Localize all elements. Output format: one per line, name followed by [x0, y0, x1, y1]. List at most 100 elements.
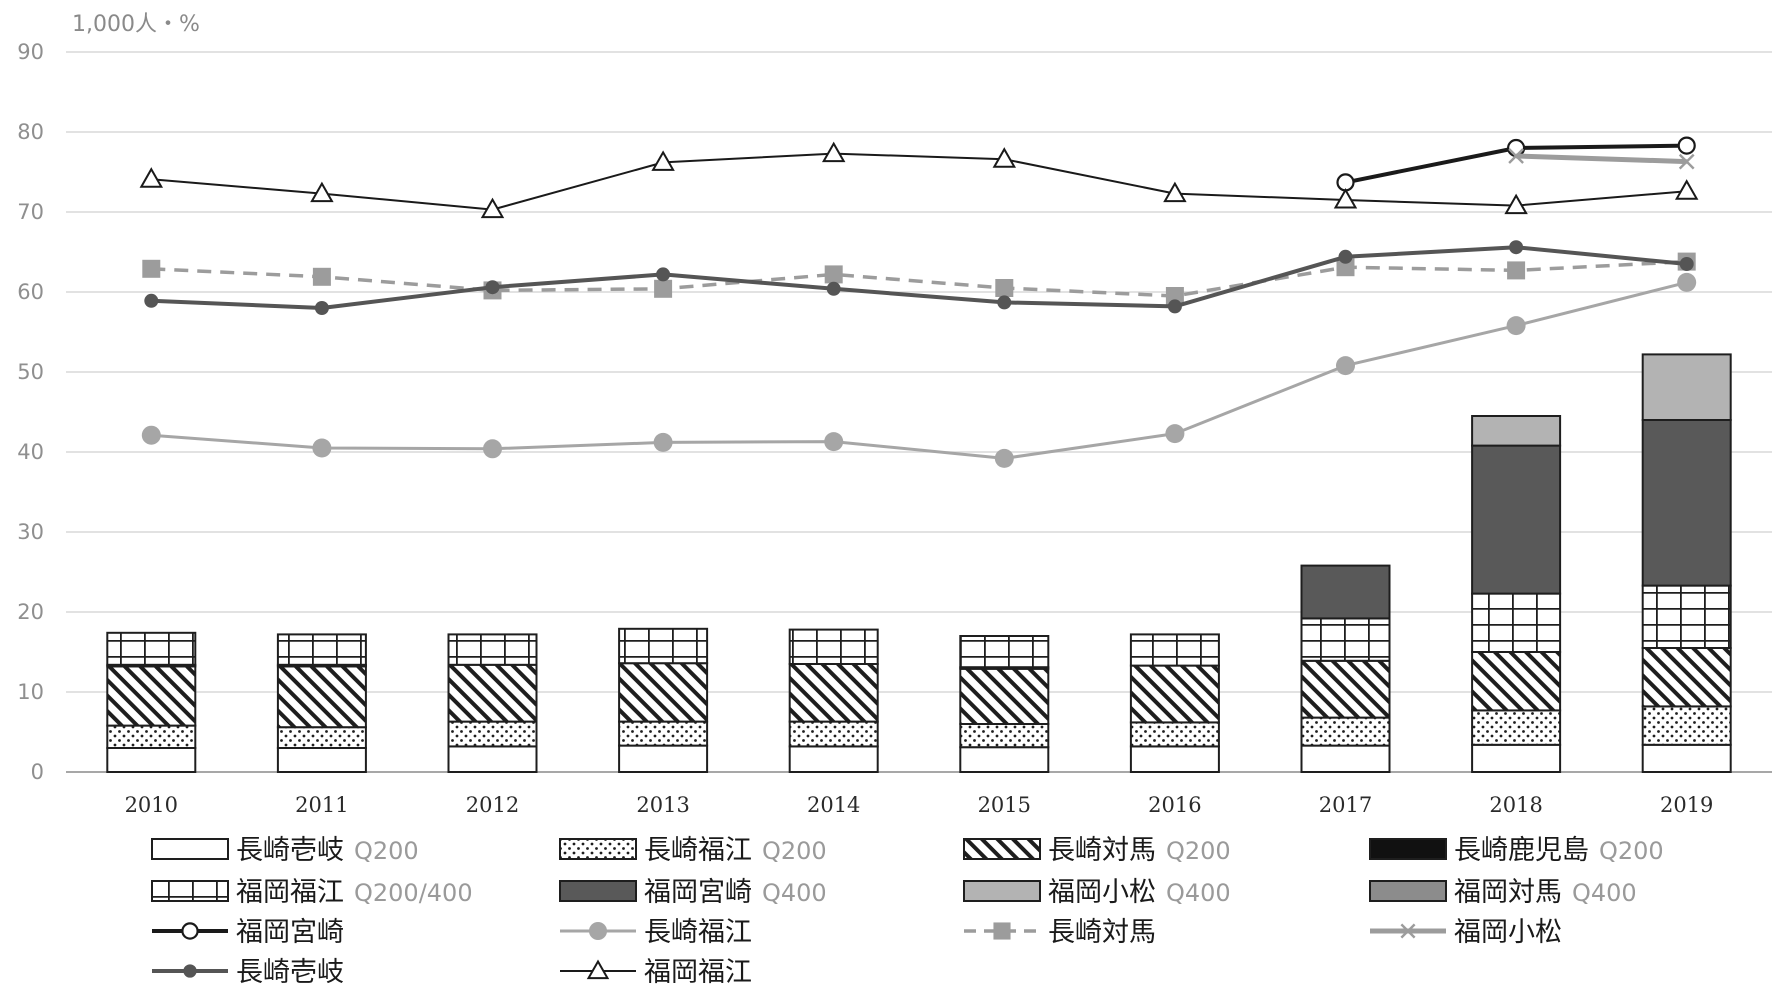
line-point: [144, 293, 159, 308]
line-point: [1677, 272, 1697, 292]
bar-segment: [1641, 353, 1732, 421]
bar-segment: [276, 633, 367, 666]
legend-label: 福岡宮崎: [236, 917, 344, 948]
bar-segment: [106, 747, 197, 773]
bar-segment: [106, 631, 197, 666]
legend-swatch: [963, 880, 1041, 902]
legend-capacity: Q200: [354, 837, 419, 865]
x-tick-label: 2017: [1319, 793, 1372, 817]
legend-capacity: Q200/400: [354, 879, 473, 907]
y-tick-label: 0: [31, 760, 44, 784]
legend-capacity: Q200: [762, 837, 827, 865]
bar-segment: [1129, 664, 1220, 724]
legend-capacity: Q200: [1166, 837, 1231, 865]
y-tick-label: 30: [17, 520, 44, 544]
legend-marker: [181, 922, 199, 940]
bar-segment: [1471, 444, 1562, 595]
line-point: [1509, 240, 1524, 255]
y-tick-label: 10: [17, 680, 44, 704]
legend-label: 福岡福江 Q200/400: [236, 877, 473, 908]
line-point: [821, 141, 846, 163]
line-point: [1163, 181, 1187, 203]
bar-segment: [1129, 721, 1220, 748]
legend-capacity: Q200: [1599, 837, 1664, 865]
legend-label: 長崎対馬: [1048, 917, 1156, 948]
line-point: [314, 301, 329, 315]
line-point: [142, 259, 161, 278]
line-point: [1338, 249, 1353, 264]
x-tick-label: 2011: [295, 793, 348, 817]
series-line: [151, 245, 1687, 310]
bar-segment: [1641, 584, 1732, 649]
legend-label: 福岡対馬 Q400: [1454, 877, 1637, 908]
bar-segment: [1641, 705, 1732, 746]
bar-segment: [1300, 716, 1391, 747]
y-tick-label: 60: [17, 280, 44, 304]
line-point: [824, 432, 844, 452]
x-tick-label: 2013: [636, 793, 689, 817]
bar-segment: [618, 662, 709, 723]
bar-segment: [1300, 564, 1391, 620]
x-tick-label: 2014: [807, 793, 860, 817]
legend-capacity: Q400: [1166, 879, 1231, 907]
line-point: [1333, 187, 1358, 209]
bar-segment: [1471, 743, 1562, 773]
bar-segment: [788, 663, 879, 723]
bar-segment: [1641, 647, 1732, 708]
y-tick-label: 40: [17, 440, 44, 464]
line-point: [312, 438, 332, 458]
bar-segment: [447, 720, 538, 748]
legend-label: 長崎福江: [644, 917, 752, 948]
y-tick-label: 90: [17, 40, 44, 64]
line-point: [1165, 287, 1184, 305]
legend-swatch: [1369, 838, 1447, 860]
line-point: [651, 150, 675, 171]
line-point: [995, 279, 1014, 297]
legend-marker: [588, 921, 608, 941]
line-point: [1167, 299, 1182, 314]
bar-segment: [1300, 659, 1391, 719]
y-axis-ticks: 0 10 20 30 40 50 60 70 80 90: [17, 40, 44, 784]
line-point: [312, 267, 331, 286]
bar-segment: [1471, 592, 1562, 653]
line-point: [1506, 316, 1526, 336]
legend-swatch: [1369, 880, 1447, 902]
line-point: [1677, 136, 1696, 155]
y-tick-label: 70: [17, 200, 44, 224]
stacked-bars: [106, 353, 1732, 774]
legend-swatch: [151, 880, 229, 902]
line-point: [653, 432, 673, 452]
legend-swatch: [559, 838, 637, 860]
line-point: [1508, 148, 1524, 164]
legend-label: 長崎鹿児島 Q200: [1454, 835, 1664, 866]
bar-segment: [959, 667, 1050, 725]
series-line: [151, 280, 1688, 460]
x-axis-ticks: 2010 2011 2012 2013 2014 2015 2016 2017 2018 2019: [125, 793, 1714, 817]
legend-label: 長崎対馬 Q200: [1048, 835, 1231, 866]
legend-label: 長崎壱岐: [236, 957, 344, 988]
series-line: [151, 259, 1687, 298]
legend-marker: [1400, 923, 1416, 939]
bar-segment: [106, 665, 197, 727]
legend-capacity: Q400: [1572, 879, 1637, 907]
line-point: [310, 181, 334, 203]
line-point: [1678, 153, 1695, 170]
line-point: [1674, 179, 1699, 200]
bar-segment: [1471, 709, 1562, 746]
legend-label: 福岡小松 Q400: [1048, 877, 1231, 908]
line-point: [994, 448, 1014, 468]
bar-segment: [1641, 419, 1732, 587]
line-point: [1336, 258, 1355, 277]
line-point: [141, 425, 161, 445]
line-point: [1165, 424, 1185, 444]
bar-segment: [788, 745, 879, 774]
line-point: [139, 167, 164, 188]
bar-segment: [618, 744, 709, 773]
x-tick-label: 2015: [978, 793, 1031, 817]
bar-segment: [959, 723, 1050, 749]
line-point: [656, 267, 671, 282]
line-point: [1504, 193, 1528, 215]
bar-segment: [447, 633, 538, 666]
